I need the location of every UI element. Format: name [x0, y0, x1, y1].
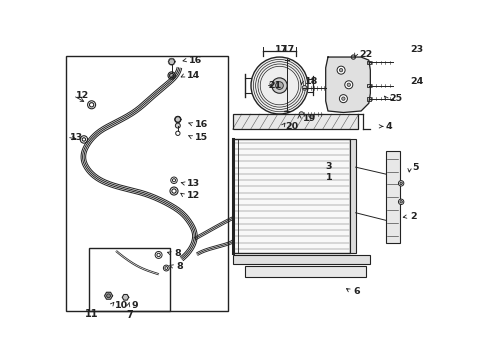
Circle shape	[106, 294, 110, 298]
Bar	[233, 139, 349, 253]
Text: 8: 8	[174, 249, 181, 258]
Text: 12: 12	[76, 91, 89, 100]
Circle shape	[174, 116, 181, 122]
Circle shape	[398, 181, 403, 186]
Circle shape	[168, 58, 175, 65]
Text: 6: 6	[353, 287, 359, 296]
Text: 13: 13	[70, 132, 83, 141]
Text: 2: 2	[409, 212, 416, 221]
Polygon shape	[325, 57, 369, 112]
Circle shape	[344, 81, 352, 89]
Text: 8: 8	[176, 262, 183, 271]
Text: 4: 4	[385, 122, 391, 131]
Circle shape	[399, 182, 402, 185]
Circle shape	[346, 83, 350, 86]
Text: 3: 3	[325, 162, 331, 171]
Text: 21: 21	[268, 81, 282, 90]
Bar	[385, 151, 399, 243]
Bar	[366, 84, 370, 87]
Text: 20: 20	[285, 122, 298, 131]
Circle shape	[341, 97, 345, 100]
Text: 25: 25	[389, 94, 402, 103]
Text: 15: 15	[194, 132, 207, 141]
Text: 11: 11	[85, 309, 98, 319]
Circle shape	[169, 73, 174, 78]
Circle shape	[169, 59, 174, 64]
Circle shape	[271, 78, 286, 93]
Polygon shape	[122, 294, 128, 300]
Circle shape	[398, 199, 403, 204]
Polygon shape	[104, 292, 112, 299]
Bar	[349, 139, 355, 253]
Bar	[89, 248, 170, 311]
Bar	[366, 60, 370, 64]
Text: 13: 13	[187, 179, 200, 188]
Circle shape	[350, 55, 355, 59]
Circle shape	[168, 72, 175, 79]
Circle shape	[302, 86, 306, 90]
Text: 18: 18	[305, 77, 318, 86]
Text: 22: 22	[358, 50, 371, 59]
Bar	[233, 114, 357, 130]
Bar	[366, 97, 370, 100]
Circle shape	[250, 57, 307, 114]
Text: 9: 9	[131, 301, 138, 310]
Text: 17: 17	[281, 45, 294, 54]
Circle shape	[275, 82, 283, 89]
Text: 17: 17	[275, 45, 288, 54]
Circle shape	[285, 120, 289, 124]
Circle shape	[339, 68, 342, 72]
Circle shape	[339, 95, 346, 103]
Bar	[66, 55, 227, 311]
Text: 5: 5	[412, 163, 418, 172]
Text: 16: 16	[194, 120, 207, 129]
Circle shape	[175, 123, 180, 128]
Text: 23: 23	[409, 45, 423, 54]
Circle shape	[299, 112, 303, 116]
Text: 19: 19	[302, 114, 315, 123]
Text: 7: 7	[126, 310, 132, 320]
Text: 24: 24	[409, 77, 423, 86]
Bar	[233, 255, 369, 264]
Text: 1: 1	[325, 174, 332, 183]
Text: 10: 10	[115, 301, 127, 310]
Text: 14: 14	[187, 71, 200, 80]
Circle shape	[175, 131, 180, 135]
Polygon shape	[168, 59, 175, 64]
Text: 16: 16	[189, 56, 202, 65]
Bar	[244, 266, 365, 277]
Circle shape	[336, 66, 345, 74]
Circle shape	[399, 201, 402, 203]
Text: 12: 12	[187, 191, 200, 200]
